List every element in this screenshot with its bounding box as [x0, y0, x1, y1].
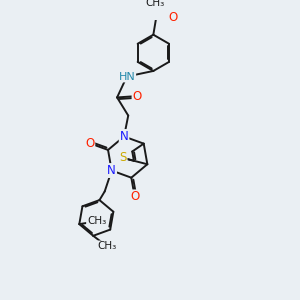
Text: HN: HN — [118, 71, 135, 82]
Text: N: N — [120, 130, 128, 143]
Text: O: O — [168, 11, 178, 25]
Text: CH₃: CH₃ — [98, 242, 117, 251]
Text: CH₃: CH₃ — [145, 0, 164, 8]
Text: O: O — [85, 137, 94, 150]
Text: O: O — [130, 190, 139, 203]
Text: CH₃: CH₃ — [87, 216, 106, 226]
Text: O: O — [133, 90, 142, 103]
Text: N: N — [107, 164, 116, 177]
Text: S: S — [119, 152, 127, 164]
